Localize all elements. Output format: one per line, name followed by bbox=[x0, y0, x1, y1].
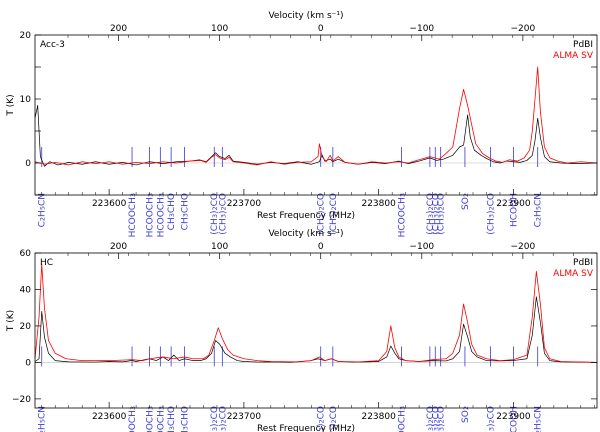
top-axis-title: Velocity (km s⁻¹) bbox=[268, 11, 343, 21]
line-marker-label: (CH3)2CO bbox=[426, 193, 436, 235]
y-tick-label: −20 bbox=[12, 395, 31, 405]
line-marker-label: C2H5CN bbox=[534, 406, 544, 432]
panel-label: HC bbox=[40, 258, 53, 268]
line-marker-label: HCOOCH3 bbox=[146, 406, 156, 432]
y-tick-label: 60 bbox=[20, 249, 32, 259]
top-tick-label: −200 bbox=[511, 242, 536, 252]
y-tick-label: 0 bbox=[25, 358, 31, 368]
legend-alma-sv: ALMA SV bbox=[553, 269, 594, 279]
x-tick-label: 223800 bbox=[361, 412, 396, 422]
x-tick-label: 223600 bbox=[92, 199, 127, 209]
line-marker-label: CH3CHO bbox=[167, 193, 177, 230]
line-marker-label: (CH3)2CO bbox=[437, 193, 447, 235]
y-tick-label: 0 bbox=[25, 159, 31, 169]
top-tick-label: 200 bbox=[110, 242, 127, 252]
top-tick-label: 0 bbox=[318, 24, 324, 34]
line-marker-label: CH3CHO bbox=[167, 406, 177, 432]
top-tick-label: 0 bbox=[318, 242, 324, 252]
x-tick-label: 223700 bbox=[227, 412, 262, 422]
plot-frame bbox=[34, 34, 598, 196]
top-tick-label: 100 bbox=[211, 242, 228, 252]
line-marker-label: CH3CHO bbox=[181, 406, 191, 432]
panel-1: C2H5CN HCOOCH3HCOOCH3HCOOCH3CH3CHOCH3CHO(… bbox=[6, 11, 598, 237]
line-marker-label: HCOOCH3 bbox=[156, 406, 166, 432]
line-marker-label: (CH3)2CO bbox=[487, 406, 497, 432]
x-tick-label: 223800 bbox=[361, 199, 396, 209]
y-tick-label: 10 bbox=[20, 95, 32, 105]
x-tick-label: 223600 bbox=[92, 412, 127, 422]
plot-frame bbox=[34, 252, 598, 409]
x-axis-title: Rest Frequency (MHz) bbox=[257, 424, 355, 432]
top-axis-title: Velocity (km s⁻¹) bbox=[268, 229, 343, 239]
y-tick-label: 40 bbox=[20, 285, 32, 295]
top-tick-label: 100 bbox=[211, 24, 228, 34]
line-marker-label: HCOOCH3 bbox=[146, 193, 156, 237]
top-tick-label: 200 bbox=[110, 24, 127, 34]
line-marker-label: (CH3)2CO bbox=[437, 406, 447, 432]
line-marker-label: HCOOCH3 bbox=[156, 193, 166, 237]
y-axis-title: T (K) bbox=[6, 310, 16, 332]
line-marker-label: HCOOCH3 bbox=[128, 406, 138, 432]
panel-2: C2H5CNHCOOCH3HCOOCH3HCOOCH3CH3CHOCH3CHO(… bbox=[6, 229, 598, 432]
line-marker-label: (CH3)2CO bbox=[210, 193, 220, 235]
panel-label: Acc-3 bbox=[40, 40, 65, 50]
line-marker-label: SO2 bbox=[461, 193, 471, 210]
line-marker-label: (CH3)2CO bbox=[487, 193, 497, 235]
x-axis-title: Rest Frequency (MHz) bbox=[257, 211, 355, 221]
series-pdbi-line bbox=[34, 105, 598, 167]
line-marker-label: HCOOH bbox=[509, 193, 519, 227]
line-marker-label: HCOOCH3 bbox=[398, 193, 408, 237]
line-marker-label: (CH3)2CO bbox=[431, 193, 441, 235]
x-tick-label: 223700 bbox=[227, 199, 262, 209]
line-marker-label: (CH3)2CO bbox=[329, 193, 339, 235]
line-marker-label: C2H5CN bbox=[534, 193, 544, 227]
line-marker-label: (CH3)2CO bbox=[218, 193, 228, 235]
series-pdbi-line bbox=[34, 296, 598, 363]
legend-pdbi: PdBI bbox=[573, 258, 593, 268]
legend-pdbi: PdBI bbox=[573, 40, 593, 50]
top-tick-label: −100 bbox=[409, 24, 434, 34]
y-tick-label: 20 bbox=[20, 322, 32, 332]
x-tick-label: 223900 bbox=[496, 199, 531, 209]
series-alma-sv-line bbox=[34, 263, 598, 363]
line-marker-label: CH3CHO bbox=[181, 193, 191, 230]
line-marker-label: HCOOCH3 bbox=[398, 406, 408, 432]
line-marker-label: HCOOCH3 bbox=[128, 193, 138, 237]
legend-alma-sv: ALMA SV bbox=[553, 51, 594, 61]
y-axis-title: T (K) bbox=[6, 94, 16, 116]
top-tick-label: −100 bbox=[409, 242, 434, 252]
line-marker-label: HCOOH bbox=[509, 406, 519, 432]
series-alma-sv-line bbox=[34, 66, 598, 166]
x-tick-label: 223900 bbox=[496, 412, 531, 422]
line-marker-label: C2H5CN bbox=[38, 193, 48, 227]
line-marker-label: C2H5CN bbox=[38, 406, 48, 432]
y-tick-label: 20 bbox=[20, 31, 32, 41]
top-tick-label: −200 bbox=[511, 24, 536, 34]
line-marker-label: (CH3)2CO bbox=[317, 193, 327, 235]
line-marker-label: SO2 bbox=[461, 406, 471, 423]
